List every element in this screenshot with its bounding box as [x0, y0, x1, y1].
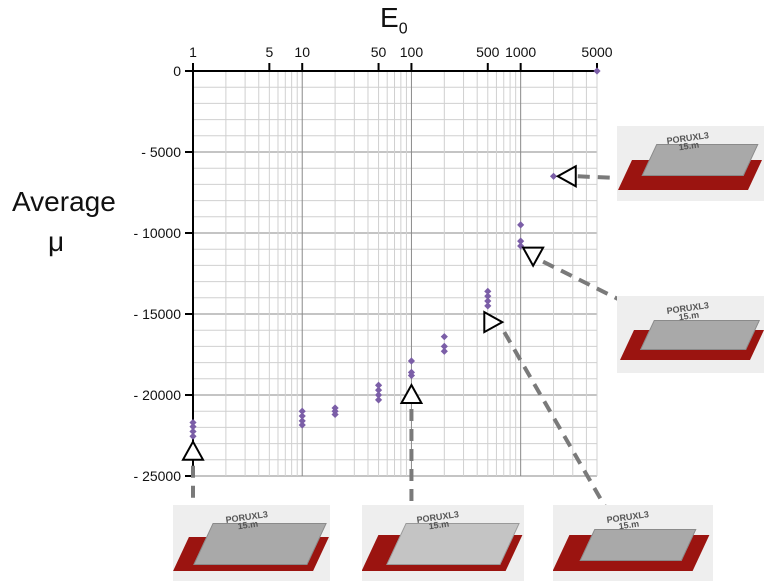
data-point	[189, 432, 197, 440]
triangle-marker	[555, 164, 577, 188]
leader-line	[542, 259, 621, 302]
data-point	[407, 357, 416, 365]
data-point	[484, 297, 492, 305]
data-point	[331, 410, 339, 419]
triangle-marker	[483, 310, 505, 334]
data-point	[374, 381, 383, 389]
data-point	[189, 418, 197, 427]
y-tick-label: - 5000	[141, 144, 181, 160]
building-thumbnail-bottom-right: PORUXL3 15.m	[553, 505, 713, 581]
data-point	[298, 417, 306, 425]
x-tick-label: 5000	[581, 44, 612, 60]
x-tick-label: 100	[400, 44, 424, 60]
leader-line	[577, 174, 618, 180]
y-tick-label: 0	[173, 63, 181, 79]
data-point	[517, 237, 525, 245]
triangle-marker	[181, 439, 205, 461]
data-point	[374, 396, 383, 404]
x-tick-label: 50	[371, 44, 387, 60]
data-point	[298, 407, 306, 415]
x-tick-label: 1000	[505, 44, 536, 60]
x-tick-label: 10	[294, 44, 310, 60]
y-tick-label: - 15000	[134, 306, 182, 322]
data-point	[189, 422, 197, 431]
y-tick-label: - 20000	[134, 387, 182, 403]
building-thumbnail-bottom-left: PORUXL3 15.m	[173, 505, 330, 581]
triangle-marker	[399, 382, 424, 404]
x-tick-label: 5	[265, 44, 273, 60]
data-point	[549, 172, 558, 180]
leader-line	[502, 331, 609, 511]
data-point	[484, 302, 492, 310]
data-point	[189, 427, 197, 436]
y-tick-label: - 25000	[134, 468, 182, 484]
data-point	[484, 292, 492, 300]
x-axis-title: E0	[380, 2, 408, 38]
data-point	[374, 391, 383, 399]
data-point	[407, 371, 416, 380]
building-thumbnail-middle-right: PORUXL3 15.m	[617, 296, 764, 373]
y-axis-title-line1: Average	[12, 186, 116, 217]
data-point	[440, 347, 448, 355]
data-point	[440, 333, 448, 341]
building-thumbnail-top-right: PORUXL3 15.m	[617, 126, 764, 201]
x-tick-label: 500	[476, 44, 500, 60]
data-point	[298, 421, 306, 429]
data-point	[374, 386, 383, 394]
triangle-marker	[521, 246, 545, 268]
data-point	[440, 342, 448, 350]
data-point	[593, 67, 601, 75]
building-thumbnail-bottom-middle: PORUXL3 15.m	[362, 505, 524, 581]
data-point	[298, 412, 306, 420]
y-axis-title-line2: μ	[48, 226, 65, 257]
y-tick-label: - 10000	[134, 225, 182, 241]
x-tick-label: 1	[189, 44, 197, 60]
data-point	[517, 221, 525, 229]
data-point	[517, 242, 525, 250]
data-point	[484, 287, 492, 295]
